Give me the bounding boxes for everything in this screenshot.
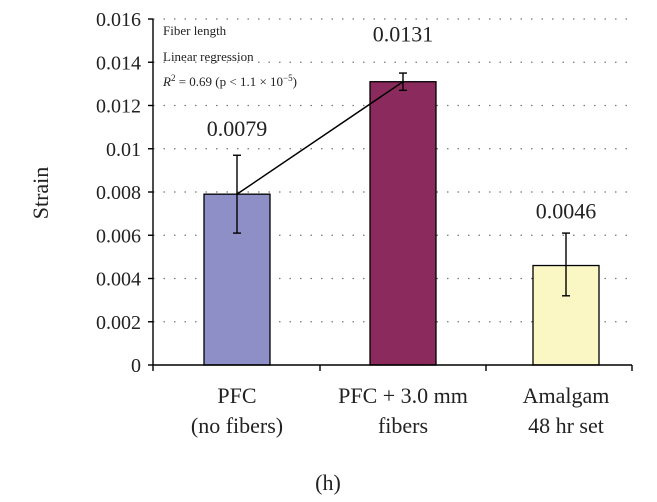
axes	[148, 18, 633, 371]
category-label-1-line-1: PFC	[217, 383, 256, 408]
y-tick-label: 0.004	[96, 269, 141, 291]
y-tick-label: 0.01	[106, 139, 141, 161]
panel-label: (h)	[315, 470, 341, 495]
y-tick-labels: 0 0.002 0.004 0.006 0.008 0.01 0.012 0.014 0.016	[96, 9, 141, 377]
category-labels: PFC (no fibers) PFC + 3.0 mm fibers Amalgam 4…	[191, 383, 610, 438]
category-label-1-line-2: (no fibers)	[191, 413, 283, 438]
bar-2	[369, 81, 437, 366]
y-tick-label: 0.012	[96, 96, 141, 118]
value-label-2: 0.0131	[373, 22, 434, 47]
regression-line	[236, 81, 404, 195]
value-labels: 0.0079 0.0131 0.0046	[207, 22, 597, 224]
y-tick-label: 0.008	[96, 182, 141, 204]
value-label-1: 0.0079	[207, 116, 268, 141]
annotation-line-3: R2 = 0.69 (p < 1.1 × 10−5)	[162, 73, 297, 89]
y-axis-title: Strain	[28, 167, 53, 220]
r-squared-exponent: 2	[171, 73, 176, 83]
value-label-3: 0.0046	[536, 199, 597, 224]
y-tick-label: 0.006	[96, 225, 141, 247]
category-label-3-line-1: Amalgam	[523, 383, 610, 408]
regression-annotation: Fiber length Linear regression R2 = 0.69…	[162, 23, 297, 89]
category-label-3-line-2: 48 hr set	[528, 413, 604, 438]
category-label-2-line-2: fibers	[378, 413, 428, 438]
annotation-line-1: Fiber length	[163, 23, 227, 38]
category-label-2-line-1: PFC + 3.0 mm	[338, 383, 468, 408]
p-exponent: −5	[283, 73, 293, 83]
r-symbol: R	[162, 74, 171, 89]
y-tick-label: 0.016	[96, 9, 141, 31]
y-tick-label: 0.014	[96, 52, 141, 74]
error-bars	[233, 72, 570, 297]
y-tick-label: 0.002	[96, 312, 141, 334]
annotation-close: )	[293, 74, 297, 89]
r-squared-value: = 0.69 (p < 1.1 × 10	[175, 74, 283, 89]
y-tick-label: 0	[131, 355, 141, 377]
annotation-line-2: Linear regression	[163, 49, 254, 64]
